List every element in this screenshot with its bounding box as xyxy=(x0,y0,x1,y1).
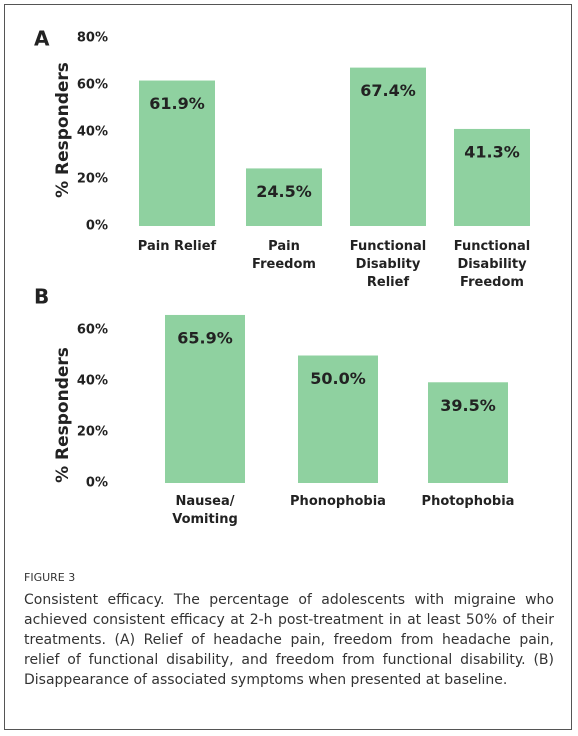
value-label: 24.5% xyxy=(256,182,312,201)
x-tick-label-line: Functional xyxy=(454,239,531,254)
x-tick-label: Functional Disability Freedom xyxy=(454,239,531,290)
x-tick-label-line: Phonophobia xyxy=(290,494,386,509)
x-tick-label-line: Freedom xyxy=(252,257,316,272)
y-tick-label: 80% xyxy=(77,31,108,46)
x-tick-label-line: Functional xyxy=(350,239,427,254)
x-tick-label: Phonophobia xyxy=(290,494,386,509)
y-tick-label: 20% xyxy=(77,172,108,187)
x-tick-label-line: Disablity xyxy=(356,257,421,272)
value-label: 61.9% xyxy=(149,94,205,113)
x-tick-label-line: Pain Relief xyxy=(138,239,217,254)
value-label: 41.3% xyxy=(464,142,520,161)
y-axis-label: % Responders xyxy=(53,62,73,198)
x-tick-label: Pain Freedom xyxy=(252,239,316,272)
panel-label: A xyxy=(34,27,50,51)
value-label: 50.0% xyxy=(310,369,366,388)
bar xyxy=(139,80,215,226)
x-tick-label: Functional Disablity Relief xyxy=(350,239,427,290)
x-tick-label-line: Disability xyxy=(457,257,527,272)
x-tick-label: Nausea/Vomiting xyxy=(172,494,238,527)
y-axis-label: % Responders xyxy=(53,347,73,483)
value-label: 65.9% xyxy=(177,328,233,347)
x-tick-label: Pain Relief xyxy=(138,239,217,254)
y-tick-label: 40% xyxy=(77,374,108,389)
bar xyxy=(165,314,245,483)
y-tick-label: 0% xyxy=(86,476,108,491)
x-tick-label-line: Nausea/ xyxy=(176,494,235,509)
x-tick-label-line: Freedom xyxy=(460,275,524,290)
y-tick-label: 20% xyxy=(77,425,108,440)
y-tick-label: 60% xyxy=(77,323,108,338)
x-tick-label-line: Photophobia xyxy=(422,494,515,509)
bar xyxy=(298,355,378,483)
y-tick-label: 0% xyxy=(86,219,108,234)
y-tick-label: 60% xyxy=(77,78,108,93)
figure-label: FIGURE 3 xyxy=(24,571,76,584)
figure-frame xyxy=(4,4,572,730)
y-tick-label: 40% xyxy=(77,125,108,140)
bar xyxy=(350,67,426,226)
value-label: 67.4% xyxy=(360,81,416,100)
x-tick-label-line: Pain xyxy=(268,239,300,254)
panel-label: B xyxy=(34,285,49,309)
value-label: 39.5% xyxy=(440,396,496,415)
x-tick-label-line: Vomiting xyxy=(172,512,238,527)
x-tick-label-line: Relief xyxy=(367,275,410,290)
bar xyxy=(246,168,322,226)
bar xyxy=(428,382,508,483)
x-tick-label: Photophobia xyxy=(422,494,515,509)
bar xyxy=(454,128,530,226)
caption: Consistent efficacy. The percentage of a… xyxy=(24,592,554,688)
